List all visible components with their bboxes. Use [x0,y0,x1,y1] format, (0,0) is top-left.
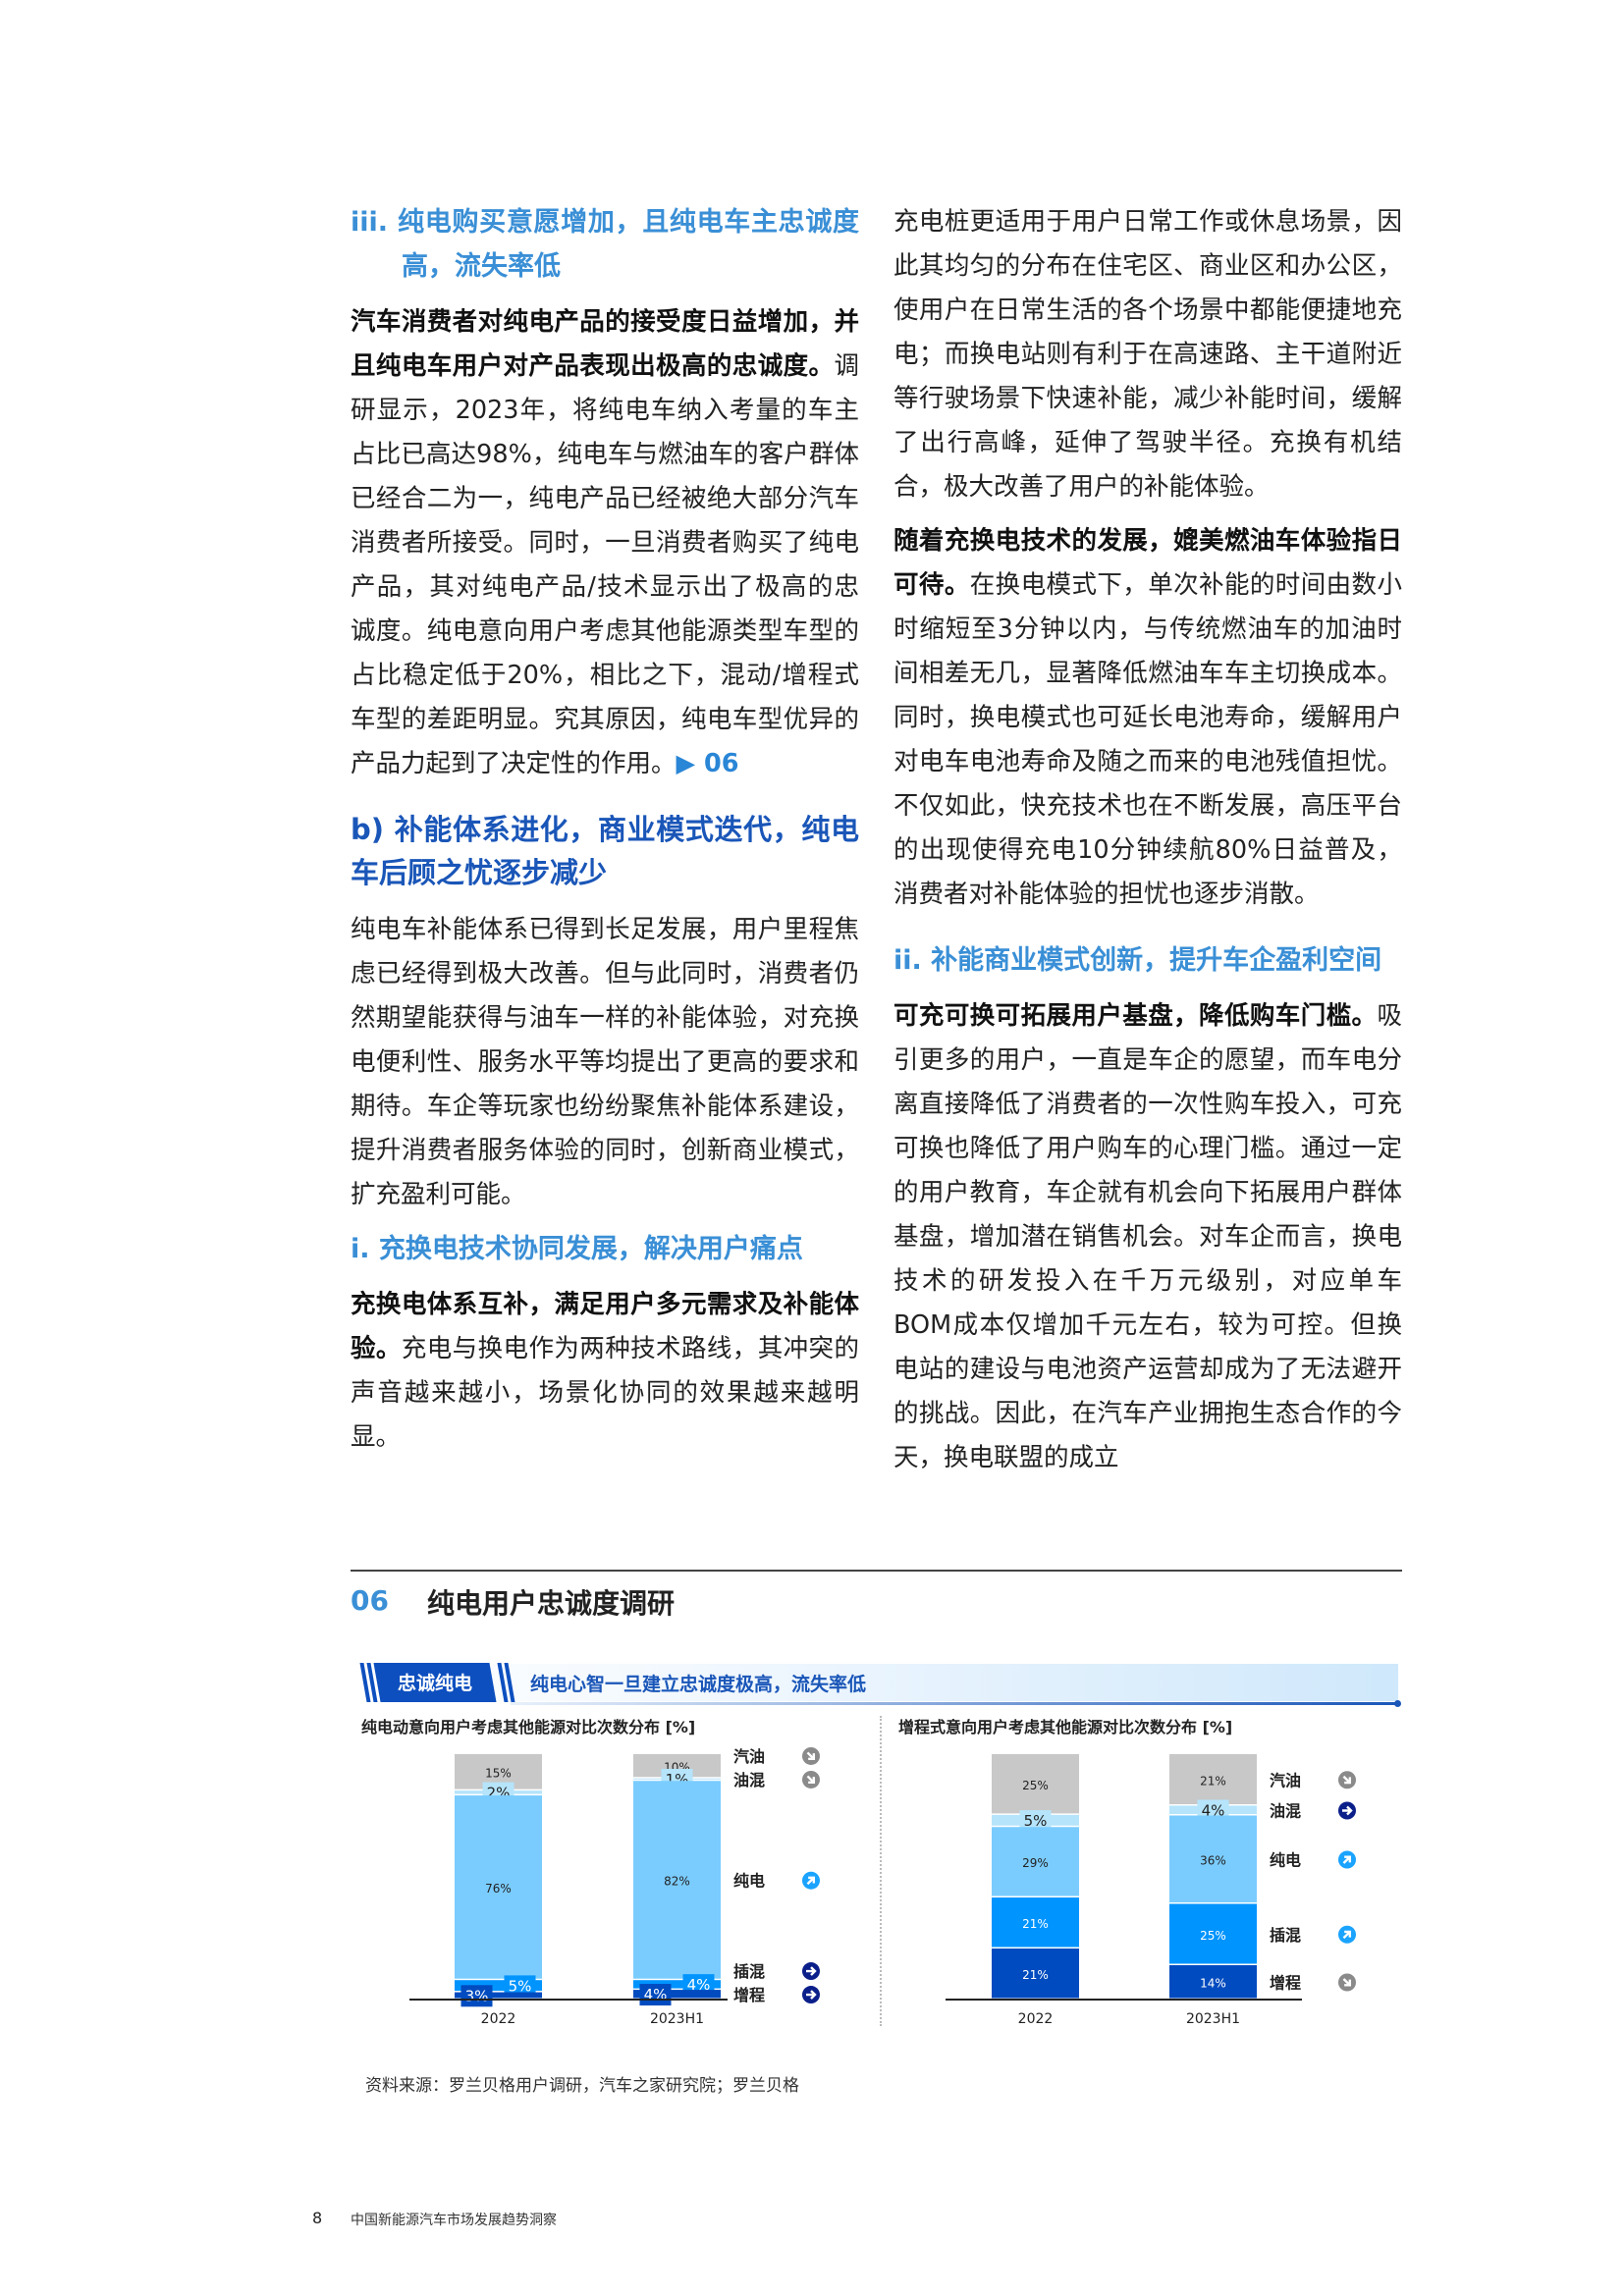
legend-label-插混: 插混 [1270,1926,1301,1945]
legend-label-纯电: 纯电 [1270,1851,1301,1870]
legend-label-增程: 增程 [733,1986,765,2004]
data-label: 21% [1022,1917,1049,1931]
heading-b: b) 补能体系进化，商业模式迭代，纯电车后顾之忧逐步减少 [351,813,859,889]
legend-label-油混: 油混 [733,1771,765,1789]
legend-label-增程: 增程 [1270,1974,1301,1993]
paragraph-text: 调研显示，2023年，将纯电车纳入考量的车主占比已高达98%，纯电车与燃油车的客… [351,351,859,778]
banner-tag-label: 忠诚纯电 [397,1673,472,1694]
data-label: 21% [1200,1774,1226,1788]
legend-label-汽油: 汽油 [733,1747,765,1766]
bar-segment-2022-插混 [455,1980,542,1992]
figure-title: 纯电用户忠诚度调研 [427,1587,676,1620]
bar-segment-2023H1-增程 [633,1990,721,1999]
bold-lead: 随着充换电技术的发展，媲美燃油车体验指日可待。 [893,526,1402,600]
data-label: 82% [664,1875,690,1889]
blue-up-right-arrow-icon-glyph [1342,1930,1352,1940]
data-label: 4% [644,1986,668,2003]
x-tick-label: 2022 [1018,2011,1054,2027]
navy-right-arrow-icon-glyph [806,1966,817,1976]
data-label: 36% [1200,1854,1226,1868]
page-number: 8 [312,2209,323,2227]
data-label: 29% [1022,1856,1049,1870]
legend-label-汽油: 汽油 [1270,1771,1301,1789]
banner-underline [511,1702,1398,1705]
paragraph: 充电桩更适用于用户日常工作或休息场景，因此其均匀的分布在住宅区、商业区和办公区，… [893,207,1402,502]
bar-segment-2022-增程 [455,1992,542,1999]
paragraph: 汽车消费者对纯电产品的接受度日益增加，并且纯电车用户对产品表现出极高的忠诚度。调… [351,300,859,786]
x-tick-label: 2023H1 [650,2011,704,2027]
bar-segment-2023H1-纯电 [1169,1815,1257,1902]
bar-segment-2022-增程 [992,1949,1079,1999]
bar-segment-2023H1-插混 [633,1980,721,1989]
paragraph-text: 在换电模式下，单次补能的时间由数小时缩短至3分钟以内，与传统燃油车的加油时间相差… [893,570,1402,909]
data-label: 15% [485,1767,512,1781]
gray-down-right-arrow-icon-glyph [806,1775,816,1785]
figure-number: 06 [351,1584,389,1617]
right-column: 充电桩更适用于用户日常工作或休息场景，因此其均匀的分布在住宅区、商业区和办公区，… [893,200,1402,1488]
paragraph-text: 吸引更多的用户，一直是车企的愿望，而车电分离直接降低了消费者的一次性购车投入，可… [893,1001,1402,1472]
data-label-box [504,1975,536,1998]
heading-ii: ii. 补能商业模式创新，提升车企盈利空间 [893,945,1382,976]
data-label: 14% [1200,1977,1226,1991]
gray-down-right-arrow-icon-glyph [806,1751,816,1761]
blue-up-right-arrow-icon-glyph [806,1876,816,1886]
data-label: 25% [1022,1779,1049,1792]
source-note: 资料来源：罗兰贝格用户调研，汽车之家研究院；罗兰贝格 [365,2076,799,2096]
banner-dot [1394,1700,1401,1707]
data-label: 4% [687,1976,711,1994]
paragraph: 充换电体系互补，满足用户多元需求及补能体验。充电与换电作为两种技术路线，其冲突的… [351,1283,859,1460]
heading-iii: iii. 纯电购买意愿增加，且纯电车主忠诚度高，流失率低 [351,207,859,282]
paragraph: 纯电车补能体系已得到长足发展，用户里程焦虑已经得到极大改善。但与此同时，消费者仍… [351,915,859,1209]
bar-segment-2023H1-汽油 [1169,1754,1257,1804]
data-label: 76% [485,1882,512,1896]
figure-top-rule [351,1570,1402,1572]
left-column: iii. 纯电购买意愿增加，且纯电车主忠诚度高，流失率低 汽车消费者对纯电产品的… [351,200,859,1468]
data-label: 4% [1202,1802,1225,1820]
paragraph: 可充可换可拓展用户基盘，降低购车门槛。吸引更多的用户，一直是车企的愿望，而车电分… [893,994,1402,1480]
bar-segment-2023H1-插混 [1169,1903,1257,1964]
blue-up-right-arrow-icon-glyph [1342,1855,1352,1864]
legend-label-纯电: 纯电 [733,1872,765,1891]
gray-down-right-arrow-icon-glyph [1342,1775,1352,1785]
banner-subtitle: 纯电心智一旦建立忠诚度极高，流失率低 [530,1674,867,1695]
bar-segment-2022-汽油 [992,1754,1079,1814]
paragraph: 随着充换电技术的发展，媲美燃油车体验指日可待。在换电模式下，单次补能的时间由数小… [893,519,1402,917]
bold-lead: 充换电体系互补，满足用户多元需求及补能体验。 [351,1290,859,1363]
data-label: 5% [509,1977,532,1995]
bar-segment-2023H1-增程 [1169,1965,1257,1999]
heading-i: i. 充换电技术协同发展，解决用户痛点 [351,1234,803,1264]
figure-reference-link[interactable]: ▶ 06 [676,749,739,778]
data-label: 5% [1024,1812,1048,1830]
data-label-box [1019,1810,1052,1833]
legend-label-插混: 插混 [733,1962,765,1981]
navy-right-arrow-icon-glyph [1342,1805,1353,1816]
data-label-box [460,1985,493,2007]
bold-lead: 可充可换可拓展用户基盘，降低购车门槛。 [893,1001,1378,1031]
bar-segment-2022-纯电 [455,1795,542,1979]
navy-right-arrow-icon-glyph [806,1990,817,2000]
figure-banner [361,1664,1398,1701]
x-tick-label: 2023H1 [1186,2011,1240,2027]
legend-label-油混: 油混 [1270,1802,1301,1821]
gray-down-right-arrow-icon-glyph [1342,1978,1352,1987]
paragraph-text: 充电与换电作为两种技术路线，其冲突的声音越来越小，场景化协同的效果越来越明显。 [351,1334,859,1452]
chart-title-left: 纯电动意向用户考虑其他能源对比次数分布 [%] [361,1718,696,1736]
chart-title-right: 增程式意向用户考虑其他能源对比次数分布 [%] [898,1718,1233,1736]
x-tick-label: 2022 [481,2011,516,2027]
footer-report-title: 中国新能源汽车市场发展趋势洞察 [351,2213,557,2228]
bar-segment-2023H1-纯电 [633,1781,721,1979]
chart-divider [880,1716,882,2026]
bar-segment-2022-纯电 [992,1827,1079,1896]
data-label: 3% [465,1987,489,2004]
data-label: 25% [1200,1929,1226,1943]
bar-segment-2023H1-汽油 [633,1754,721,1778]
data-label: 21% [1022,1968,1049,1982]
bold-lead: 汽车消费者对纯电产品的接受度日益增加，并且纯电车用户对产品表现出极高的忠诚度。 [351,307,859,381]
bar-segment-2022-插混 [992,1897,1079,1948]
